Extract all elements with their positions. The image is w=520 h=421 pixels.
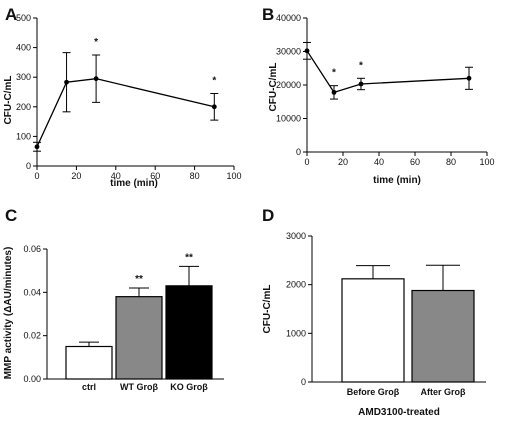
panel-d-category-label: After Groβ bbox=[421, 387, 467, 397]
panel-a-x-tick-label: 40 bbox=[111, 171, 121, 181]
panel-d: D CFU-C/mL AMD3100-treated 0 1000 2000 3000… bbox=[262, 206, 486, 418]
panel-b-data-point bbox=[331, 89, 337, 95]
panel-b-significance-marker: * bbox=[359, 60, 363, 71]
panel-a-significance-marker: * bbox=[94, 37, 98, 48]
panel-b-y-tick-label: 0 bbox=[296, 147, 301, 157]
panel-a-data-point bbox=[211, 104, 217, 110]
panel-a-x-tick-label: 100 bbox=[226, 171, 241, 181]
panel-b-y-axis-title: CFU-C/mL bbox=[268, 63, 279, 112]
panel-c-y-tick-label: 0.00 bbox=[23, 374, 41, 384]
panel-c-letter: C bbox=[5, 206, 17, 225]
panel-b-x-tick-label: 20 bbox=[338, 157, 348, 167]
panel-b-x-axis-title: time (min) bbox=[373, 175, 421, 186]
panel-d-y-tick-label: 1000 bbox=[286, 328, 306, 338]
panel-a-letter: A bbox=[5, 5, 17, 24]
panel-b-x-tick-label: 80 bbox=[446, 157, 456, 167]
panel-b-y-tick-label: 30000 bbox=[276, 47, 301, 57]
panel-a: A CFU-C/mL time (min) 0 100 200 300 400 500 0 2… bbox=[3, 5, 242, 189]
panel-d-category-label: Before Groβ bbox=[347, 387, 400, 397]
panel-b-significance-marker: * bbox=[332, 68, 336, 79]
panel-b-x-tick-label: 60 bbox=[410, 157, 420, 167]
panel-c-plot: 0.00 0.02 0.04 0.06 ctrl WT Groβ ** KO Groβ ** bbox=[23, 244, 224, 392]
panel-a-y-tick-label: 500 bbox=[16, 13, 31, 23]
panel-d-bar bbox=[341, 278, 405, 383]
panel-b-data-point bbox=[358, 81, 364, 87]
panel-a-y-axis-title: CFU-C/mL bbox=[3, 76, 14, 125]
panel-c-category-label: WT Groβ bbox=[120, 382, 158, 392]
panel-c-category-label: ctrl bbox=[82, 382, 96, 392]
panel-d-y-tick-label: 2000 bbox=[286, 280, 306, 290]
panel-a-y-tick-label: 300 bbox=[16, 72, 31, 82]
panel-a-data-point bbox=[93, 76, 99, 82]
panel-b-data-point bbox=[304, 48, 310, 54]
panel-a-y-tick-label: 0 bbox=[26, 161, 31, 171]
panel-b-plot: 0 10000 20000 30000 40000 0 20 40 60 80 100 * * bbox=[276, 13, 495, 167]
panel-a-x-tick-label: 60 bbox=[150, 171, 160, 181]
panel-a-series-line bbox=[36, 78, 215, 148]
panel-a-x-tick-label: 0 bbox=[34, 171, 39, 181]
panel-d-footer: AMD3100-treated bbox=[358, 407, 440, 418]
panel-b-letter: B bbox=[262, 5, 274, 24]
panel-c-significance-marker: ** bbox=[185, 252, 193, 263]
panel-b-y-tick-label: 40000 bbox=[276, 13, 301, 23]
panel-a-data-point bbox=[64, 79, 69, 85]
panel-a-plot: 0 100 200 300 400 500 0 20 40 60 80 100 * * bbox=[16, 13, 242, 181]
panel-b-x-tick-label: 0 bbox=[304, 157, 309, 167]
panel-a-y-tick-label: 100 bbox=[16, 131, 31, 141]
panel-c-bar bbox=[165, 285, 213, 380]
panel-a-x-axis-title: time (min) bbox=[110, 178, 158, 189]
panel-b-x-tick-label: 100 bbox=[479, 157, 494, 167]
panel-c-y-axis-title: MMP activity (ΔAU/minutes) bbox=[3, 247, 14, 380]
panel-a-x-tick-label: 20 bbox=[71, 171, 81, 181]
panel-b: B CFU-C/mL time (min) 0 10000 20000 30000 40… bbox=[262, 5, 495, 186]
panel-b-y-tick-label: 10000 bbox=[276, 114, 301, 124]
panel-a-significance-marker: * bbox=[212, 75, 216, 86]
panel-d-bar bbox=[411, 289, 475, 383]
panel-d-letter: D bbox=[262, 206, 274, 225]
panel-c-bar bbox=[115, 296, 163, 380]
panel-c-y-tick-label: 0.06 bbox=[23, 244, 41, 254]
panel-b-data-point bbox=[466, 75, 472, 81]
panel-d-y-tick-label: 3000 bbox=[286, 231, 306, 241]
panel-d-y-tick-label: 0 bbox=[301, 377, 306, 387]
panel-a-y-tick-label: 200 bbox=[16, 102, 31, 112]
panel-a-y-tick-label: 400 bbox=[16, 43, 31, 53]
panel-c: C MMP activity (ΔAU/minutes) 0.000.020.0… bbox=[3, 206, 224, 392]
panel-c-bar bbox=[65, 345, 113, 380]
panel-c-y-tick-label: 0.04 bbox=[23, 287, 41, 297]
panel-a-x-tick-label: 80 bbox=[190, 171, 200, 181]
panel-a-data-point bbox=[34, 144, 40, 150]
panel-c-category-label: KO Groβ bbox=[170, 382, 208, 392]
panel-d-y-axis-title: CFU-C/mL bbox=[262, 285, 273, 334]
panel-c-significance-marker: ** bbox=[135, 274, 143, 285]
panel-b-y-tick-label: 20000 bbox=[276, 80, 301, 90]
panel-c-y-tick-label: 0.02 bbox=[23, 331, 41, 341]
panel-d-plot: 0 1000 2000 3000 Before Groβ After Groβ bbox=[286, 231, 486, 397]
panel-b-series-line bbox=[306, 50, 470, 94]
panel-b-x-tick-label: 40 bbox=[374, 157, 384, 167]
